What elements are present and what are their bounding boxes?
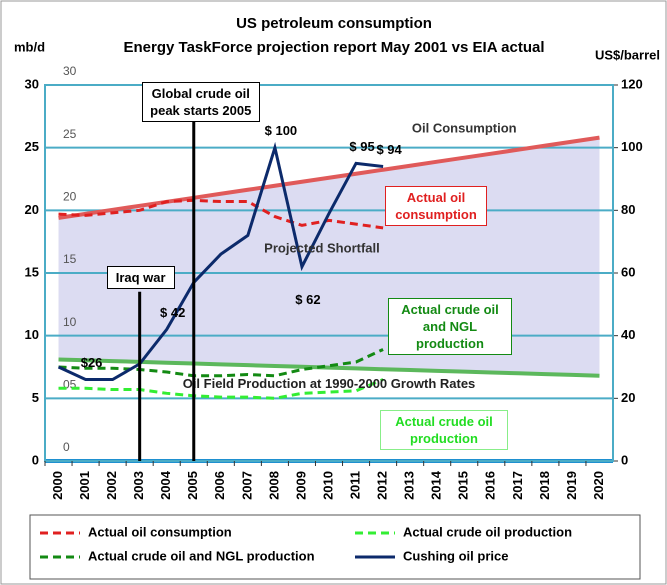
x-tick-label: 2019 bbox=[564, 471, 579, 500]
annotation: Projected Shortfall bbox=[264, 241, 380, 256]
inner-label: 0 bbox=[63, 440, 70, 454]
y-axis-label: mb/d bbox=[14, 39, 45, 54]
series-label: Actual oil consumption bbox=[385, 186, 487, 226]
y2-tick-label: 0 bbox=[621, 452, 628, 467]
y-tick-label: 25 bbox=[25, 139, 39, 154]
x-tick-label: 2015 bbox=[456, 471, 471, 500]
series-line bbox=[58, 357, 600, 378]
value-label: $ 95 bbox=[349, 139, 374, 154]
y-tick-label: 20 bbox=[25, 202, 39, 217]
y2-tick-label: 80 bbox=[621, 202, 635, 217]
chart-subtitle: Energy TaskForce projection report May 2… bbox=[124, 39, 545, 56]
x-tick-label: 2009 bbox=[293, 471, 308, 500]
legend-label: Cushing oil price bbox=[403, 548, 508, 563]
x-tick-label: 2020 bbox=[591, 471, 606, 500]
x-tick-label: 2012 bbox=[375, 471, 390, 500]
x-tick-label: 2003 bbox=[131, 471, 146, 500]
value-label: $ 62 bbox=[295, 292, 320, 307]
series-label: Actual crude oil and NGL production bbox=[388, 298, 512, 355]
y-tick-label: 0 bbox=[32, 452, 39, 467]
value-label: $ 42 bbox=[160, 305, 185, 320]
inner-label: 20 bbox=[63, 190, 77, 204]
line-label: Oil Field Production at 1990-2000 Growth… bbox=[183, 376, 476, 391]
x-tick-label: 2013 bbox=[402, 471, 417, 500]
value-label: $ 94 bbox=[376, 142, 402, 157]
series-line bbox=[58, 135, 600, 220]
x-tick-label: 2014 bbox=[429, 470, 444, 500]
inner-label: 25 bbox=[63, 127, 77, 141]
plot-border bbox=[44, 84, 614, 462]
x-tick-label: 2008 bbox=[266, 471, 281, 500]
y2-tick-label: 120 bbox=[621, 76, 643, 91]
legend-label: Actual oil consumption bbox=[88, 524, 232, 539]
line-label: Oil Consumption bbox=[412, 120, 517, 135]
x-tick-label: 2002 bbox=[104, 471, 119, 500]
x-tick-label: 2006 bbox=[212, 471, 227, 500]
y-tick-label: 5 bbox=[32, 390, 39, 405]
series-line bbox=[58, 378, 384, 400]
y2-tick-label: 100 bbox=[621, 139, 643, 154]
x-tick-label: 2000 bbox=[50, 471, 65, 500]
x-tick-label: 2018 bbox=[537, 471, 552, 500]
y2-tick-label: 40 bbox=[621, 327, 635, 342]
chart-title: US petroleum consumption bbox=[236, 15, 432, 32]
series-line bbox=[58, 198, 384, 230]
event-label: Global crude oil peak starts 2005 bbox=[141, 82, 260, 123]
y2-axis-label: US$/barrel bbox=[595, 47, 660, 62]
inner-label: 10 bbox=[63, 315, 77, 329]
y2-tick-label: 60 bbox=[621, 264, 635, 279]
y2-tick-label: 20 bbox=[621, 390, 635, 405]
y-tick-label: 10 bbox=[25, 327, 39, 342]
y-tick-label: 15 bbox=[25, 264, 39, 279]
legend-box bbox=[29, 514, 641, 580]
series-line bbox=[58, 348, 384, 378]
legend-label: Actual crude oil and NGL production bbox=[88, 548, 315, 563]
x-tick-label: 2011 bbox=[347, 471, 362, 499]
event-label: Iraq war bbox=[106, 266, 175, 289]
x-tick-label: 2005 bbox=[185, 471, 200, 500]
y-tick-label: 30 bbox=[25, 76, 39, 91]
x-tick-label: 2010 bbox=[320, 471, 335, 500]
value-label: $26 bbox=[81, 355, 103, 370]
series-line bbox=[57, 141, 384, 382]
x-tick-label: 2016 bbox=[483, 471, 498, 500]
value-label: $ 100 bbox=[265, 123, 298, 138]
x-tick-label: 2007 bbox=[239, 471, 254, 500]
x-tick-label: 2001 bbox=[77, 471, 92, 500]
x-tick-label: 2004 bbox=[158, 470, 173, 500]
x-tick-label: 2017 bbox=[510, 471, 525, 500]
inner-label: 30 bbox=[63, 64, 77, 78]
inner-label: 15 bbox=[63, 252, 77, 266]
series-label: Actual crude oil production bbox=[380, 410, 508, 450]
legend-label: Actual crude oil production bbox=[403, 524, 572, 539]
